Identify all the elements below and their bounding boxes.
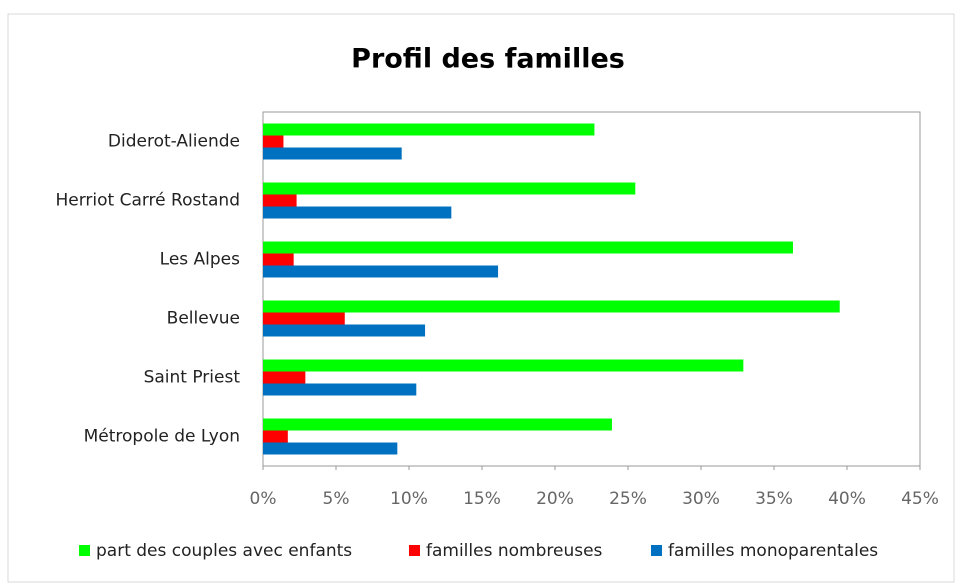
- x-tick-label: 0%: [250, 489, 277, 509]
- bar: [263, 418, 612, 431]
- y-tick-label: Diderot-Aliende: [108, 132, 240, 152]
- x-tick-label: 35%: [755, 489, 793, 509]
- x-tick-label: 15%: [463, 489, 501, 509]
- bar: [263, 383, 417, 396]
- x-tick-label: 25%: [609, 489, 647, 509]
- bar: [263, 123, 595, 136]
- chart-title: Profil des familles: [351, 44, 625, 75]
- legend-swatch: [651, 545, 662, 556]
- bar: [263, 182, 636, 195]
- legend-swatch: [409, 545, 420, 556]
- plot-area: [262, 111, 921, 467]
- x-tick-label: 40%: [828, 489, 866, 509]
- x-tick-label: 10%: [390, 489, 428, 509]
- bar: [263, 265, 499, 278]
- legend-label: part des couples avec enfants: [96, 541, 352, 561]
- y-tick-label: Saint Priest: [144, 368, 241, 388]
- bar: [263, 253, 294, 266]
- bar: [263, 135, 284, 148]
- bar: [263, 194, 297, 207]
- x-tick-label: 45%: [901, 489, 939, 509]
- bar: [263, 147, 402, 160]
- bar: [263, 300, 840, 313]
- bar: [263, 430, 288, 443]
- x-tick-label: 30%: [682, 489, 720, 509]
- bar: [263, 312, 345, 325]
- y-tick-label: Métropole de Lyon: [84, 427, 240, 447]
- x-tick-label: 20%: [536, 489, 574, 509]
- y-tick-label: Bellevue: [167, 309, 240, 329]
- x-tick-label: 5%: [323, 489, 350, 509]
- bar: [263, 241, 793, 254]
- bar: [263, 442, 398, 455]
- bar: [263, 359, 744, 372]
- y-tick-label: Herriot Carré Rostand: [55, 191, 240, 211]
- legend-label: familles nombreuses: [426, 541, 603, 561]
- legend-label: familles monoparentales: [668, 541, 878, 561]
- bar: [263, 371, 306, 384]
- legend-swatch: [79, 545, 90, 556]
- bar: [263, 206, 452, 219]
- chart-frame: [7, 13, 955, 583]
- y-tick-label: Les Alpes: [160, 250, 240, 270]
- bar: [263, 324, 426, 337]
